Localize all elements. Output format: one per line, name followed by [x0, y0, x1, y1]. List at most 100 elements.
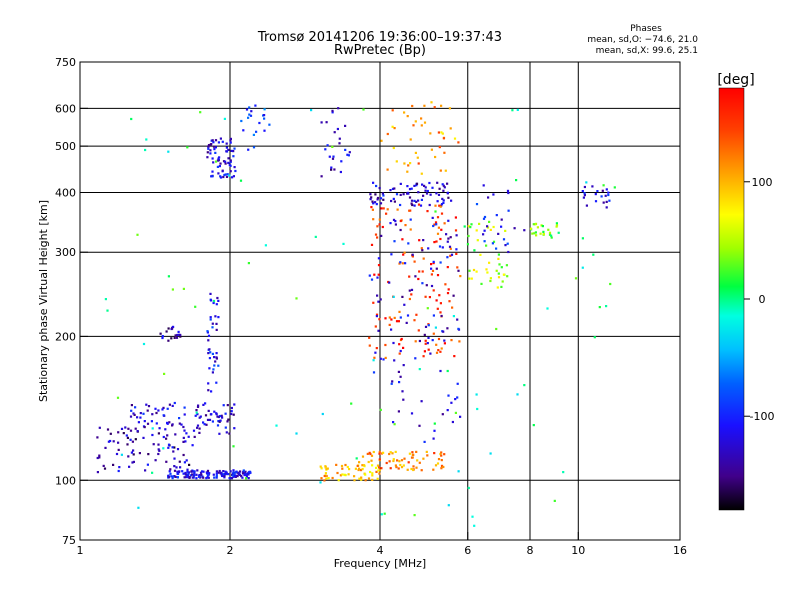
data-point	[162, 414, 165, 417]
data-point	[212, 368, 215, 371]
colorbar-unit: [deg]	[717, 72, 754, 88]
data-point	[130, 451, 133, 454]
data-point	[126, 436, 129, 439]
data-point	[470, 223, 473, 226]
data-point	[393, 359, 396, 362]
data-point	[214, 151, 217, 154]
data-point	[202, 476, 205, 479]
data-point	[370, 243, 374, 246]
colorbar-ticks: 100 0 -100	[744, 176, 774, 423]
data-point	[132, 449, 135, 452]
data-point	[194, 414, 197, 417]
colorbar-tick-label: -100	[750, 410, 775, 423]
data-point	[439, 169, 442, 172]
data-point	[145, 138, 148, 141]
data-point	[476, 239, 479, 242]
data-point	[378, 450, 381, 454]
data-point	[371, 200, 374, 203]
data-point	[399, 182, 402, 185]
y-axis: 75 100 200 300 400 500 600 750	[55, 56, 88, 547]
data-point	[363, 464, 366, 467]
data-point	[228, 432, 231, 435]
colorbar-tick-label: 0	[759, 293, 766, 306]
data-point	[539, 232, 542, 235]
data-point	[489, 452, 492, 455]
data-point	[410, 202, 413, 205]
data-point	[211, 420, 214, 423]
data-point	[193, 435, 196, 438]
data-point	[207, 334, 211, 337]
data-point	[374, 351, 377, 354]
data-point	[377, 264, 381, 267]
data-point	[151, 433, 154, 437]
data-point	[399, 261, 402, 264]
data-point	[233, 427, 236, 430]
data-point	[432, 332, 435, 335]
data-point	[211, 352, 214, 355]
data-point	[381, 225, 384, 229]
data-point	[320, 477, 323, 480]
data-point	[389, 189, 392, 192]
x-tick-label: 6	[464, 544, 471, 557]
data-point	[416, 156, 419, 159]
data-point	[117, 448, 120, 451]
data-point	[187, 435, 190, 438]
data-point	[176, 476, 179, 479]
data-point	[166, 434, 169, 437]
data-point	[437, 337, 441, 341]
data-point	[432, 260, 435, 263]
data-point	[143, 426, 146, 429]
data-point	[447, 394, 450, 397]
data-point	[163, 372, 166, 375]
data-point	[217, 364, 220, 367]
data-point	[343, 473, 346, 476]
data-point	[399, 349, 402, 353]
data-point	[446, 266, 449, 269]
data-point	[247, 477, 250, 480]
data-point	[161, 336, 164, 340]
data-point	[373, 356, 376, 359]
data-point	[346, 465, 349, 469]
data-point	[409, 138, 412, 141]
data-point	[413, 199, 416, 202]
data-point	[207, 382, 210, 385]
data-point	[410, 412, 414, 415]
data-point	[227, 473, 230, 476]
data-point	[445, 233, 448, 236]
data-point	[388, 281, 391, 284]
data-point	[604, 194, 607, 197]
data-point	[498, 263, 501, 266]
data-point	[585, 204, 588, 207]
data-point	[218, 156, 221, 159]
data-point	[173, 457, 176, 460]
data-point	[364, 473, 367, 476]
data-point	[217, 141, 220, 144]
data-point	[442, 201, 445, 204]
data-point	[370, 278, 374, 281]
data-point	[331, 111, 334, 114]
data-point	[117, 441, 120, 444]
data-point	[487, 196, 490, 199]
data-point	[382, 194, 385, 197]
data-point	[500, 266, 503, 269]
x-tick-label: 1	[77, 544, 84, 557]
data-point	[438, 146, 441, 149]
data-point	[555, 224, 559, 227]
y-tick-label: 200	[55, 330, 76, 343]
data-point	[158, 427, 161, 430]
data-point	[208, 357, 211, 360]
data-point	[438, 245, 442, 248]
data-point	[129, 438, 132, 441]
data-point	[268, 123, 271, 126]
data-point	[232, 413, 235, 416]
data-point	[147, 453, 150, 456]
data-point	[451, 306, 454, 309]
data-point	[401, 390, 404, 393]
data-point	[199, 111, 202, 114]
data-point	[436, 200, 439, 203]
data-point	[413, 204, 416, 207]
data-point	[226, 420, 229, 423]
data-point	[178, 417, 181, 420]
data-point	[223, 475, 226, 478]
data-point	[169, 472, 172, 475]
